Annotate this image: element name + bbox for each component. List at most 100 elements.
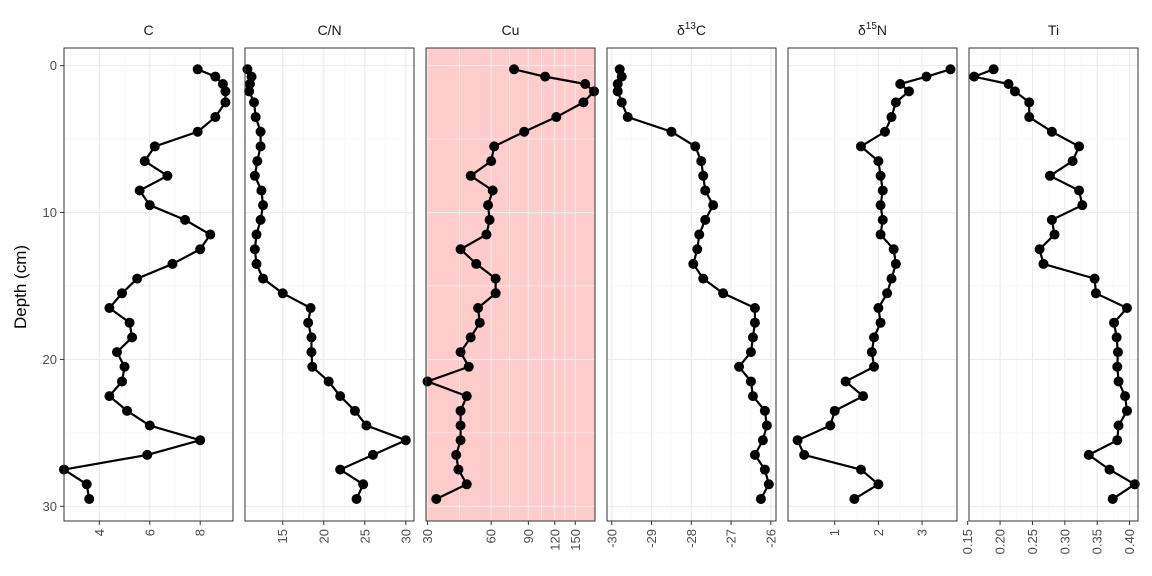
panel-3-x-tick-label-3: -27 — [724, 529, 739, 548]
panel-1-point-23 — [323, 376, 334, 387]
panel-0-point-13 — [205, 229, 216, 240]
panel-5-point-8 — [1067, 156, 1078, 167]
panel-2-point-1 — [540, 71, 551, 82]
panel-3-x-tick-label-4: -26 — [763, 529, 778, 548]
panel-1-point-31 — [351, 493, 362, 504]
panel-1-point-10 — [256, 185, 267, 196]
panel-5-point-26 — [1113, 420, 1124, 431]
panel-4-point-19 — [875, 317, 886, 328]
panel-3-point-13 — [694, 229, 705, 240]
panel-0-point-9 — [162, 170, 173, 181]
panel-3-point-5 — [622, 112, 633, 123]
panel-3-point-10 — [700, 185, 711, 196]
panel-1-point-9 — [249, 170, 260, 181]
panel-3-point-31 — [755, 493, 766, 504]
panel-0-point-15 — [167, 258, 178, 269]
panel-2-point-30 — [461, 479, 472, 490]
panel-2-x-tick-label-3: 120 — [547, 529, 562, 551]
panel-5-point-20 — [1111, 332, 1122, 343]
panel-4-point-26 — [825, 420, 836, 431]
panel-0-point-21 — [111, 347, 122, 358]
panel-3-frame — [606, 47, 777, 522]
panel-2-point-14 — [455, 244, 466, 255]
panel-1-point-25 — [349, 405, 360, 416]
panel-2-grid — [426, 48, 595, 521]
panel-3-x-tick-label-1: -29 — [644, 529, 659, 548]
panel-1-point-2 — [244, 78, 255, 89]
panel-4-point-4 — [890, 97, 901, 108]
panel-0-x-tick-label-0: 4 — [92, 529, 107, 536]
panel-2-point-31 — [431, 493, 442, 504]
y-tick-label-1: 10 — [43, 205, 57, 220]
panel-5-point-17 — [1090, 288, 1101, 299]
panel-5-point-28 — [1083, 449, 1094, 460]
panel-1-point-7 — [255, 141, 266, 152]
panel-0-point-1 — [210, 71, 221, 82]
panel-2-point-0 — [509, 64, 520, 75]
y-axis-title: Depth (cm) — [11, 245, 30, 329]
panel-4-point-14 — [888, 244, 899, 255]
panel-5-point-7 — [1074, 141, 1085, 152]
panel-5-point-19 — [1109, 317, 1120, 328]
panel-1-x-tick-label-0: 15 — [275, 529, 290, 543]
panel-5-point-5 — [1024, 112, 1035, 123]
panel-2-point-19 — [474, 317, 485, 328]
panel-5-point-1 — [969, 71, 980, 82]
panel-4-point-0 — [945, 64, 956, 75]
panel-3-point-14 — [692, 244, 703, 255]
panel-5-point-29 — [1104, 464, 1115, 475]
panel-0-x-tick-label-2: 8 — [193, 529, 208, 536]
panel-4-point-10 — [877, 185, 888, 196]
panel-3-point-28 — [749, 449, 760, 460]
panel-2-point-11 — [483, 200, 494, 211]
panel-1-point-16 — [258, 273, 269, 284]
panel-1-point-13 — [251, 229, 262, 240]
panel-0-point-18 — [104, 303, 115, 313]
panel-2-point-4 — [578, 97, 589, 108]
panel-2-point-6 — [519, 126, 530, 137]
panel-2-point-16 — [490, 273, 501, 284]
panel-4: 1 2 3 δ15N — [787, 21, 958, 536]
panel-4-point-20 — [869, 332, 880, 343]
panel-5-point-16 — [1089, 273, 1100, 284]
panel-0-point-3 — [220, 86, 231, 97]
panel-0-point-30 — [81, 479, 92, 490]
panel-2-point-29 — [453, 464, 464, 475]
panel-5-point-23 — [1113, 376, 1124, 387]
panel-2-point-21 — [455, 347, 466, 358]
panel-3-point-6 — [666, 126, 677, 137]
panel-5-point-30 — [1129, 479, 1140, 490]
panel-5-x-tick-label-5: 0.40 — [1122, 529, 1137, 554]
panel-3-point-25 — [759, 405, 770, 416]
panel-2-point-27 — [455, 435, 466, 446]
panel-2-point-9 — [465, 170, 476, 181]
panel-1-point-21 — [306, 347, 317, 358]
panel-1-point-28 — [367, 449, 378, 460]
panel-1-point-5 — [250, 112, 261, 123]
panel-3-point-12 — [700, 214, 711, 225]
panel-4-point-3 — [903, 86, 914, 97]
panel-5-x-tick-label-2: 0.25 — [1025, 529, 1040, 554]
panel-1-point-27 — [400, 435, 411, 446]
panel-3-point-30 — [763, 479, 774, 490]
panel-2-point-15 — [471, 258, 482, 269]
panel-2-x-tick-label-2: 90 — [521, 529, 536, 543]
panel-4-point-1 — [921, 71, 932, 82]
panel-2-point-7 — [489, 141, 500, 152]
panel-5-point-27 — [1112, 435, 1123, 446]
panel-5-x-tick-label-4: 0.35 — [1090, 529, 1105, 554]
panel-2-point-28 — [451, 449, 462, 460]
panel-3-point-22 — [734, 361, 745, 372]
panel-5: 0.15 0.20 0.25 0.30 0.35 0.40 Ti — [960, 22, 1140, 554]
panel-5-point-15 — [1038, 258, 1049, 269]
panel-0-point-11 — [144, 200, 155, 211]
panel-3-point-21 — [745, 347, 756, 358]
y-tick-label-3: 30 — [43, 499, 57, 514]
panel-1-x-tick-label-1: 20 — [316, 529, 331, 543]
panel-1-point-26 — [361, 420, 372, 431]
panel-1-point-6 — [255, 126, 266, 137]
panel-0-point-6 — [192, 126, 203, 137]
panel-2-point-24 — [461, 391, 472, 402]
panel-4-point-27 — [792, 435, 803, 446]
